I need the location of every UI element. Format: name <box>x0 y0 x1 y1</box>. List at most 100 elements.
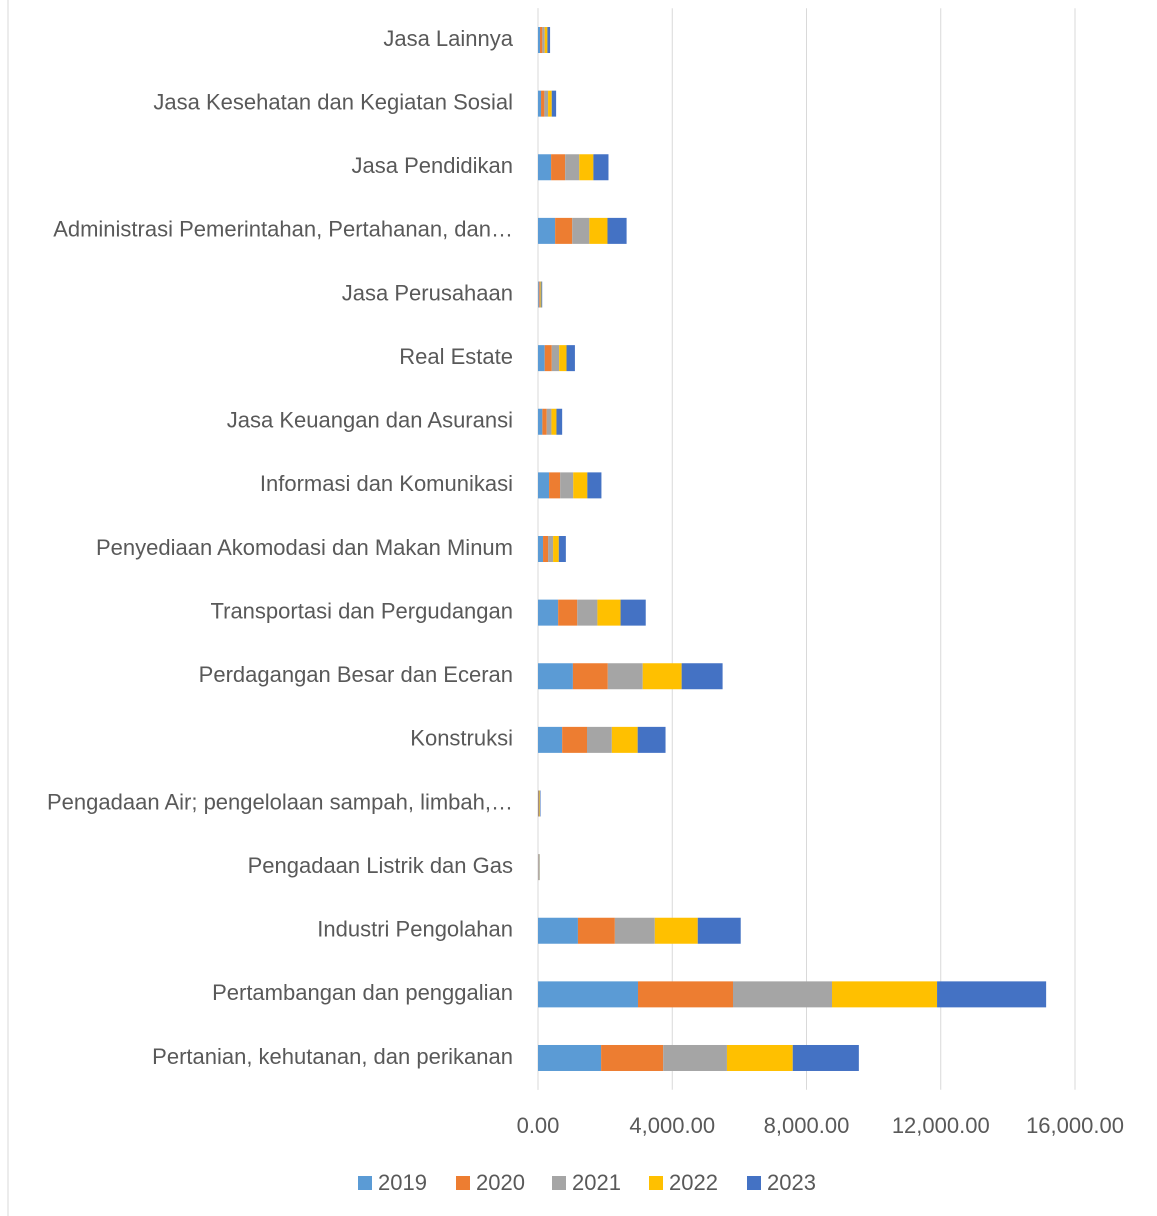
chart-frame <box>7 0 9 1216</box>
bar-segment <box>543 536 549 562</box>
bar-segment <box>542 27 545 54</box>
legend-label: 2022 <box>669 1170 718 1195</box>
y-tick-label: Pengadaan Listrik dan Gas <box>248 853 513 878</box>
legend-swatch <box>456 1176 470 1190</box>
bar-segment <box>607 217 627 244</box>
bar-segment <box>538 90 542 117</box>
legend-swatch <box>649 1176 663 1190</box>
bar-segment <box>555 217 573 244</box>
bar-segment <box>637 726 666 753</box>
bar-segment <box>642 663 682 690</box>
bar-segment <box>832 981 938 1008</box>
legend-label: 2021 <box>572 1170 621 1195</box>
bar-segment <box>589 217 608 244</box>
legend-label: 2020 <box>476 1170 525 1195</box>
bar-segment <box>558 599 578 626</box>
bar-segment <box>548 536 554 562</box>
bar-segment <box>538 345 545 372</box>
bar-segment <box>572 217 590 244</box>
bar-segment <box>539 790 540 817</box>
bar-segment <box>538 790 540 817</box>
bar-segment <box>562 726 588 753</box>
bar-segment <box>538 536 544 562</box>
bar-segment <box>538 663 573 690</box>
bar-segment <box>572 663 608 690</box>
bar-segment <box>558 536 566 562</box>
x-tick-label: 4,000.00 <box>629 1113 715 1138</box>
y-tick-label: Konstruksi <box>410 726 513 751</box>
bar-segment <box>541 90 545 117</box>
x-tick-label: 0.00 <box>517 1113 560 1138</box>
y-tick-label: Pertambangan dan penggalian <box>212 980 513 1005</box>
bar-segment <box>544 27 548 54</box>
bar-segment <box>549 472 561 499</box>
bar-segment <box>542 408 547 435</box>
bar-segment <box>538 27 541 54</box>
bar-segment <box>697 917 741 944</box>
bar-segment <box>577 917 615 944</box>
bar-segment <box>544 345 552 372</box>
bar-segment <box>593 154 609 181</box>
bar-segment <box>579 154 594 181</box>
bar-segment <box>663 1044 727 1071</box>
bar-segment <box>556 408 563 435</box>
bar-segment <box>614 917 655 944</box>
y-tick-label: Informasi dan Komunikasi <box>260 471 513 496</box>
bar-segment <box>553 536 559 562</box>
bar-segment <box>620 599 646 626</box>
legend-label: 2023 <box>767 1170 816 1195</box>
bar-segment <box>538 599 559 626</box>
bar-segment <box>726 1044 793 1071</box>
y-tick-label: Jasa Perusahaan <box>342 280 513 305</box>
legend-label: 2019 <box>378 1170 427 1195</box>
bar-segment <box>551 154 566 181</box>
y-tick-label: Penyediaan Akomodasi dan Makan Minum <box>96 535 513 560</box>
bar-segment <box>732 981 833 1008</box>
y-tick-label: Jasa Lainnya <box>383 26 513 51</box>
bar-segment <box>601 1044 664 1071</box>
y-tick-label: Perdagangan Besar dan Eceran <box>199 662 513 687</box>
bar-segment <box>597 599 621 626</box>
bar-segment <box>538 790 539 817</box>
y-tick-label: Pengadaan Air; pengelolaan sampah, limba… <box>47 789 513 814</box>
bar-segment <box>681 663 723 690</box>
y-tick-label: Real Estate <box>399 344 513 369</box>
bar-segment <box>540 281 542 308</box>
bar-segment <box>577 599 598 626</box>
bar-segment <box>541 281 543 308</box>
bar-segment <box>607 663 643 690</box>
y-tick-label: Jasa Keuangan dan Asuransi <box>227 408 513 433</box>
x-tick-label: 16,000.00 <box>1026 1113 1124 1138</box>
bar-segment <box>538 408 543 435</box>
bar-segment <box>538 1044 602 1071</box>
legend-swatch <box>358 1176 372 1190</box>
bar-segment <box>539 790 541 817</box>
bar-segment <box>548 90 552 117</box>
bar-segment <box>638 981 733 1008</box>
x-tick-label: 12,000.00 <box>892 1113 990 1138</box>
bar-segment <box>538 281 540 308</box>
bar-segment <box>546 408 552 435</box>
y-tick-label: Jasa Pendidikan <box>352 153 513 178</box>
bar-segment <box>538 154 552 181</box>
bar-segment <box>547 27 551 54</box>
bar-segment <box>565 154 580 181</box>
x-tick-label: 8,000.00 <box>764 1113 850 1138</box>
bar-segment <box>539 281 541 308</box>
bar-segment <box>538 726 563 753</box>
bar-segment <box>587 726 612 753</box>
bar-segment <box>538 981 639 1008</box>
y-tick-label: Industri Pengolahan <box>317 917 513 942</box>
bar-segment <box>792 1044 859 1071</box>
bar-segment <box>654 917 698 944</box>
bar-segment <box>540 27 543 54</box>
bar-segment <box>551 408 557 435</box>
y-tick-label: Jasa Kesehatan dan Kegiatan Sosial <box>153 89 513 114</box>
bar-segment <box>538 472 550 499</box>
y-tick-label: Administrasi Pemerintahan, Pertahanan, d… <box>53 217 513 242</box>
bar-segment <box>559 345 567 372</box>
bar-segment <box>611 726 638 753</box>
bar-segment <box>560 472 574 499</box>
legend-swatch <box>552 1176 566 1190</box>
